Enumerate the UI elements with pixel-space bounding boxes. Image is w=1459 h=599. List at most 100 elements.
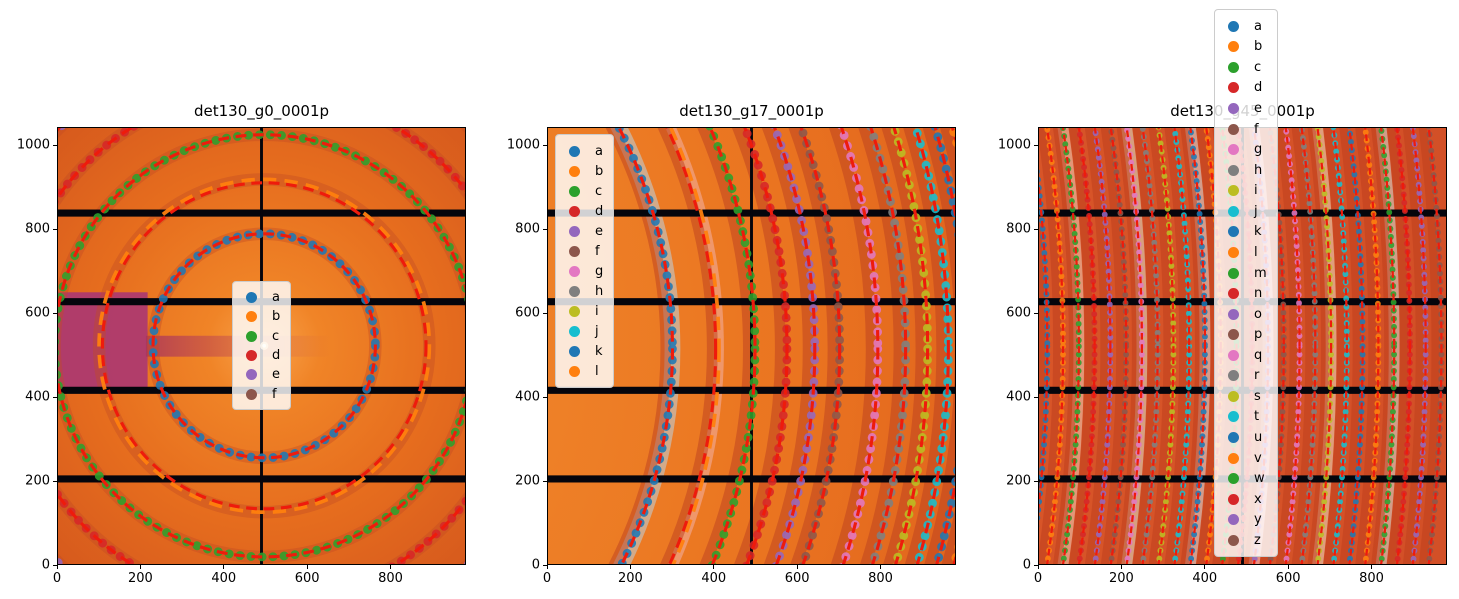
y-tick-mark <box>543 144 547 146</box>
legend-item: d <box>562 201 607 221</box>
image-ring <box>1116 128 1140 564</box>
legend-item: b <box>239 307 284 326</box>
x-tick-label: 600 <box>784 571 810 586</box>
ring-fit-y <box>1411 128 1427 564</box>
legend-label: k <box>1254 224 1262 240</box>
image-ring <box>657 128 718 564</box>
legend-label: d <box>1254 80 1263 96</box>
legend-item: v <box>1221 448 1271 469</box>
x-tick-mark <box>546 565 548 569</box>
legend-label: z <box>1254 532 1261 548</box>
legend-item: s <box>1221 386 1271 407</box>
legend-marker-d <box>246 350 257 362</box>
y-tick-label: 600 <box>515 305 540 321</box>
legend-item: d <box>239 346 284 365</box>
legend-marker-z <box>1228 534 1239 546</box>
legend-label: w <box>1254 471 1265 487</box>
x-tick-mark <box>56 565 58 569</box>
legend-marker-h <box>569 286 580 298</box>
legend-marker-k <box>569 346 580 358</box>
x-tick-mark <box>1204 565 1206 569</box>
y-tick-label: 0 <box>531 557 540 573</box>
ring-fit-j <box>913 128 950 564</box>
legend-label: a <box>595 143 603 159</box>
y-tick-mark <box>1034 564 1038 566</box>
y-tick-label: 200 <box>515 473 540 489</box>
image-ring <box>1291 128 1314 564</box>
ring-fit-t <box>1332 128 1348 564</box>
legend-marker-l <box>569 366 580 378</box>
legend-marker-j <box>569 326 580 338</box>
legend-item: j <box>1221 201 1271 222</box>
y-tick-label: 1000 <box>16 137 50 153</box>
ring-model-b <box>668 128 721 564</box>
legend-marker-p <box>1228 329 1239 341</box>
x-tick-label: 200 <box>1108 571 1134 586</box>
detector-plot-2 <box>547 127 956 565</box>
y-tick-label: 1000 <box>506 137 540 153</box>
y-tick-label: 1000 <box>997 137 1031 153</box>
y-tick-mark <box>543 228 547 230</box>
legend-item: y <box>1221 510 1271 531</box>
legend-item: c <box>239 327 284 346</box>
legend-item: m <box>1221 263 1271 284</box>
ring-fit-a <box>1039 181 1048 511</box>
legend-label: x <box>1254 491 1262 507</box>
legend-item: k <box>1221 222 1271 243</box>
legend-item: t <box>1221 407 1271 428</box>
legend-label: v <box>1254 450 1262 466</box>
image-ring <box>1355 128 1377 564</box>
legend-item: r <box>1221 366 1271 387</box>
y-tick-mark <box>53 480 57 482</box>
y-tick-label: 200 <box>1006 473 1031 489</box>
legend-marker-f <box>1228 123 1239 135</box>
y-tick-label: 600 <box>25 305 50 321</box>
x-tick-mark <box>306 565 308 569</box>
ring-fit-f <box>1109 128 1127 564</box>
x-tick-label: 0 <box>52 571 62 586</box>
ring-fit-e <box>1093 128 1112 564</box>
image-ring <box>1275 128 1298 564</box>
legend-item: k <box>562 342 607 362</box>
y-tick-label: 400 <box>25 389 50 405</box>
legend-item: x <box>1221 489 1271 510</box>
image-ring <box>828 128 877 564</box>
legend-marker-b <box>246 311 257 323</box>
legend-label: g <box>1254 142 1263 158</box>
x-tick-label: 400 <box>211 571 237 586</box>
x-tick-label: 800 <box>1359 571 1384 586</box>
subplot-2-title: det130_g17_0001p <box>679 102 824 120</box>
legend-marker-m <box>1228 267 1239 279</box>
y-tick-label: 400 <box>1006 389 1031 405</box>
x-tick-label: 200 <box>127 571 153 586</box>
legend-marker-t <box>1228 411 1239 423</box>
y-tick-mark <box>1034 144 1038 146</box>
ring-fit-d <box>1077 128 1096 564</box>
image-ring <box>902 128 947 564</box>
legend-item: f <box>1221 119 1271 140</box>
y-tick-mark <box>543 312 547 314</box>
ring-fit-b <box>665 128 718 564</box>
image-ring <box>858 128 905 564</box>
legend-item: u <box>1221 427 1271 448</box>
ring-points-c <box>58 130 465 562</box>
legend-item: i <box>562 302 607 322</box>
legend-marker-l <box>1228 246 1239 258</box>
legend-marker-e <box>569 225 580 237</box>
image-ring <box>1039 210 1046 482</box>
legend-label: l <box>595 364 599 380</box>
legend-marker-n <box>1228 288 1239 300</box>
legend-label: i <box>595 304 599 320</box>
legend-item: a <box>239 288 284 307</box>
ring-fit-g <box>1125 128 1143 564</box>
legend-marker-f <box>569 245 580 257</box>
ring-fit-i <box>892 128 929 564</box>
x-tick-label: 600 <box>294 571 320 586</box>
legend-label: k <box>595 344 603 360</box>
legend-item: f <box>562 241 607 261</box>
legend-label: b <box>595 163 604 179</box>
ring-fit-h <box>869 128 907 564</box>
y-tick-mark <box>53 312 57 314</box>
